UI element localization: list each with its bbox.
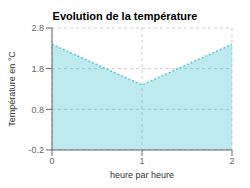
svg-text:2: 2 (229, 156, 234, 166)
html-text:Evolution de la température: Evolution de la température (52, 10, 198, 22)
svg-text:0.8: 0.8 (31, 105, 44, 115)
svg-text:2.8: 2.8 (31, 24, 44, 33)
svg-text:heure par heure: heure par heure (110, 170, 174, 180)
svg-text:Température en °C: Température en °C (8, 51, 17, 127)
svg-text:0: 0 (49, 156, 54, 166)
svg-text:1: 1 (139, 156, 144, 166)
svg-text:-0.2: -0.2 (28, 145, 44, 155)
svg-text:1.8: 1.8 (31, 64, 44, 74)
